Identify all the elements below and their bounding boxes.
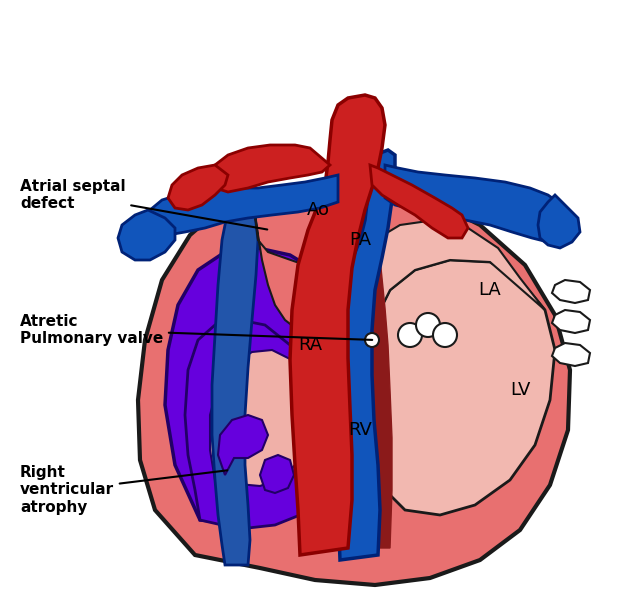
Circle shape [365, 333, 379, 347]
Polygon shape [370, 260, 555, 515]
Text: Atrial septal
defect: Atrial septal defect [20, 179, 268, 230]
Circle shape [416, 313, 440, 337]
Polygon shape [552, 310, 590, 333]
Text: Right
ventricular
atrophy: Right ventricular atrophy [20, 465, 227, 515]
Text: Atretic
Pulmonary valve: Atretic Pulmonary valve [20, 314, 372, 346]
Polygon shape [260, 455, 294, 493]
Circle shape [398, 323, 422, 347]
Polygon shape [138, 185, 570, 585]
Text: PA: PA [349, 231, 371, 249]
Text: Ao: Ao [307, 201, 329, 219]
Polygon shape [552, 343, 590, 366]
Polygon shape [385, 165, 572, 242]
Polygon shape [168, 165, 228, 210]
Polygon shape [552, 280, 590, 303]
Polygon shape [210, 350, 316, 486]
Polygon shape [185, 320, 332, 528]
Circle shape [433, 323, 457, 347]
Polygon shape [358, 220, 545, 390]
Text: LA: LA [479, 281, 502, 299]
Polygon shape [332, 150, 395, 560]
Polygon shape [210, 145, 330, 192]
Text: RV: RV [348, 421, 372, 439]
Polygon shape [165, 248, 362, 522]
Polygon shape [348, 238, 392, 548]
Text: LV: LV [510, 381, 530, 399]
Polygon shape [118, 210, 175, 260]
Polygon shape [148, 175, 338, 235]
Polygon shape [255, 215, 340, 335]
Polygon shape [290, 95, 385, 555]
Polygon shape [370, 165, 468, 238]
Polygon shape [218, 415, 268, 475]
Polygon shape [538, 195, 580, 248]
Polygon shape [212, 210, 258, 565]
Text: RA: RA [298, 336, 322, 354]
